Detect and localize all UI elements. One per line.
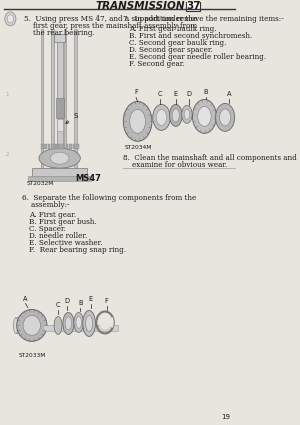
Bar <box>44 144 46 149</box>
Text: 6.  Separate the following components from the: 6. Separate the following components fro… <box>22 194 196 202</box>
Wedge shape <box>105 317 114 328</box>
Bar <box>66 144 68 149</box>
Text: first gear, press the mainshaft assembly from: first gear, press the mainshaft assembly… <box>24 22 197 30</box>
Text: F: F <box>134 90 138 96</box>
Text: E. Second gear needle roller bearing.: E. Second gear needle roller bearing. <box>129 53 266 61</box>
Ellipse shape <box>54 317 62 334</box>
Bar <box>57 42 63 153</box>
Text: E: E <box>88 295 93 302</box>
Text: MS47: MS47 <box>76 174 101 183</box>
Bar <box>32 168 88 178</box>
Ellipse shape <box>74 312 83 332</box>
Text: C: C <box>158 91 162 97</box>
Text: D. Second gear spacer.: D. Second gear spacer. <box>129 46 213 54</box>
Bar <box>56 99 64 119</box>
Ellipse shape <box>50 152 69 164</box>
Text: F: F <box>105 298 109 303</box>
Text: TRANSMISSION: TRANSMISSION <box>95 1 184 11</box>
Ellipse shape <box>193 99 216 133</box>
Ellipse shape <box>184 109 190 119</box>
Bar <box>57 119 63 131</box>
Text: 5.  Using press MS 47, and a support under the: 5. Using press MS 47, and a support unde… <box>24 15 197 23</box>
Bar <box>69 144 72 149</box>
Ellipse shape <box>23 315 40 335</box>
Text: assembly:-: assembly:- <box>22 201 70 209</box>
Ellipse shape <box>220 109 231 126</box>
Text: D: D <box>186 91 191 97</box>
Ellipse shape <box>182 105 192 123</box>
Ellipse shape <box>63 312 74 334</box>
Text: B: B <box>78 300 82 306</box>
Text: 37: 37 <box>186 1 201 11</box>
Bar <box>54 34 65 42</box>
Text: 19: 19 <box>222 414 231 420</box>
Bar <box>73 144 75 149</box>
Text: ST2034M: ST2034M <box>125 145 152 150</box>
Ellipse shape <box>39 148 80 168</box>
Bar <box>28 176 92 181</box>
Text: 1: 1 <box>6 93 9 97</box>
Bar <box>76 144 79 149</box>
Bar <box>186 1 200 11</box>
Bar <box>16 317 27 334</box>
Ellipse shape <box>216 103 235 131</box>
Bar <box>40 144 43 149</box>
Ellipse shape <box>130 109 146 133</box>
Circle shape <box>7 15 14 23</box>
Bar <box>51 29 54 180</box>
Circle shape <box>99 315 111 329</box>
Text: the rear bearing.: the rear bearing. <box>24 29 94 37</box>
Bar <box>48 144 50 149</box>
Ellipse shape <box>172 109 179 122</box>
Bar <box>64 29 66 180</box>
Ellipse shape <box>83 311 95 337</box>
Bar <box>58 144 61 149</box>
Text: C. Spacer.: C. Spacer. <box>28 225 65 233</box>
Bar <box>41 29 43 180</box>
Text: A: A <box>227 91 231 97</box>
Ellipse shape <box>169 105 182 126</box>
Text: D. needle roller.: D. needle roller. <box>28 232 87 240</box>
Text: A. First gear baulk ring.: A. First gear baulk ring. <box>129 25 216 33</box>
Text: B: B <box>204 90 208 96</box>
Bar <box>74 29 77 180</box>
Text: 2: 2 <box>6 152 9 157</box>
Text: B. First and second synchromesh.: B. First and second synchromesh. <box>129 32 252 40</box>
Text: examine for obvious wear.: examine for obvious wear. <box>123 161 227 169</box>
Bar <box>55 144 57 149</box>
Text: C: C <box>56 301 60 308</box>
Text: A. First gear.: A. First gear. <box>28 211 76 219</box>
Text: B. First gear bush.: B. First gear bush. <box>28 218 96 226</box>
Ellipse shape <box>14 317 18 334</box>
Bar <box>43 326 118 332</box>
Text: 8.  Clean the mainshaft and all components and: 8. Clean the mainshaft and all component… <box>123 154 297 162</box>
Ellipse shape <box>76 317 82 329</box>
Text: F.  Rear bearing snap ring.: F. Rear bearing snap ring. <box>28 246 126 254</box>
Ellipse shape <box>156 109 167 125</box>
Text: 7.  In addition remove the remaining items:-: 7. In addition remove the remaining item… <box>123 15 284 23</box>
Text: ST2032M: ST2032M <box>26 181 54 186</box>
Text: D: D <box>64 298 69 303</box>
Text: A: A <box>23 295 28 302</box>
Circle shape <box>5 12 16 26</box>
Bar <box>62 144 64 149</box>
Ellipse shape <box>153 105 170 130</box>
Text: E: E <box>174 91 178 97</box>
Ellipse shape <box>85 315 93 332</box>
Text: ST2033M: ST2033M <box>18 353 46 358</box>
Ellipse shape <box>65 317 72 330</box>
Text: C. Second gear baulk ring.: C. Second gear baulk ring. <box>129 39 226 47</box>
Ellipse shape <box>123 102 152 141</box>
Bar <box>51 144 54 149</box>
Text: S: S <box>66 113 78 123</box>
Ellipse shape <box>198 106 211 126</box>
Text: F. Second gear.: F. Second gear. <box>129 60 184 68</box>
Text: E. Selective washer.: E. Selective washer. <box>28 239 102 247</box>
Ellipse shape <box>17 309 47 341</box>
